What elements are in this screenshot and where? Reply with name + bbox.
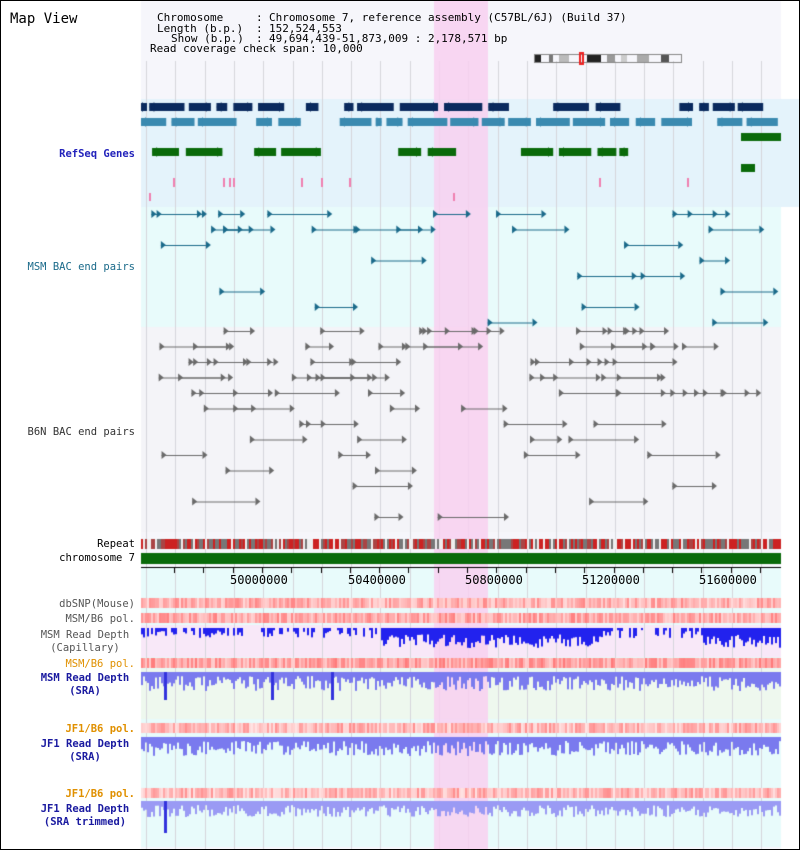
info-show-value: 49,694,439-51,873,009 : 2,178,571 bp — [269, 32, 508, 45]
info-coverage-value: 10,000 — [323, 42, 363, 55]
axis-tick-label: 50000000 — [230, 573, 288, 587]
axis-tick-label: 50400000 — [348, 573, 406, 587]
track-label-msm-b6-pol-2[interactable]: MSM/B6 pol. — [65, 658, 135, 670]
track-label-jf1-b6-pol-2[interactable]: JF1/B6 pol. — [65, 788, 135, 800]
page-title: Map View — [10, 11, 78, 27]
axis-tick-label: 50800000 — [465, 573, 523, 587]
info-show-key: Show (b.p.) — [171, 32, 244, 45]
track-label-jf1-depth-trimmed-sub: (SRA trimmed) — [43, 816, 127, 828]
info-chromosome-value: Chromosome 7, reference assembly (C57BL/… — [269, 11, 627, 24]
track-label-msm-depth-sra[interactable]: MSM Read Depth — [40, 672, 130, 684]
track-label-msm-depth-capillary-sub: (Capillary) — [50, 642, 120, 654]
track-label-refseq-genes[interactable]: RefSeq Genes — [59, 148, 135, 160]
track-label-jf1-depth-sra-sub: (SRA) — [69, 751, 101, 763]
info-chromosome-key: Chromosome — [157, 11, 224, 24]
track-label-b6n-bac[interactable]: B6N BAC end pairs — [27, 426, 135, 438]
info-sep-2: : — [256, 22, 263, 35]
track-label-msm-depth-sra-sub: (SRA) — [69, 685, 101, 697]
track-label-jf1-b6-pol-1[interactable]: JF1/B6 pol. — [65, 723, 135, 735]
track-label-dbsnp[interactable]: dbSNP(Mouse) — [59, 598, 135, 610]
info-sep-3: : — [256, 32, 263, 45]
track-label-jf1-depth-trimmed[interactable]: JF1 Read Depth — [40, 803, 130, 815]
axis-tick-label: 51200000 — [582, 573, 640, 587]
info-coverage-key: Read coverage check span — [150, 42, 309, 55]
axis-tick-label: 51600000 — [699, 573, 757, 587]
info-sep-1: : — [256, 11, 263, 24]
track-label-chromosome: chromosome 7 — [59, 552, 135, 564]
track-label-msm-b6-pol-1[interactable]: MSM/B6 pol. — [65, 613, 135, 625]
track-label-msm-depth-capillary[interactable]: MSM Read Depth — [40, 629, 130, 641]
info-length-key: Length (b.p.) — [157, 22, 244, 35]
info-length-value: 152,524,553 — [269, 22, 342, 35]
info-sep-4: : — [310, 42, 317, 55]
track-label-jf1-depth-sra[interactable]: JF1 Read Depth — [40, 738, 130, 750]
track-label-repeat: Repeat — [97, 538, 135, 550]
track-label-msm-bac[interactable]: MSM BAC end pairs — [27, 261, 135, 273]
